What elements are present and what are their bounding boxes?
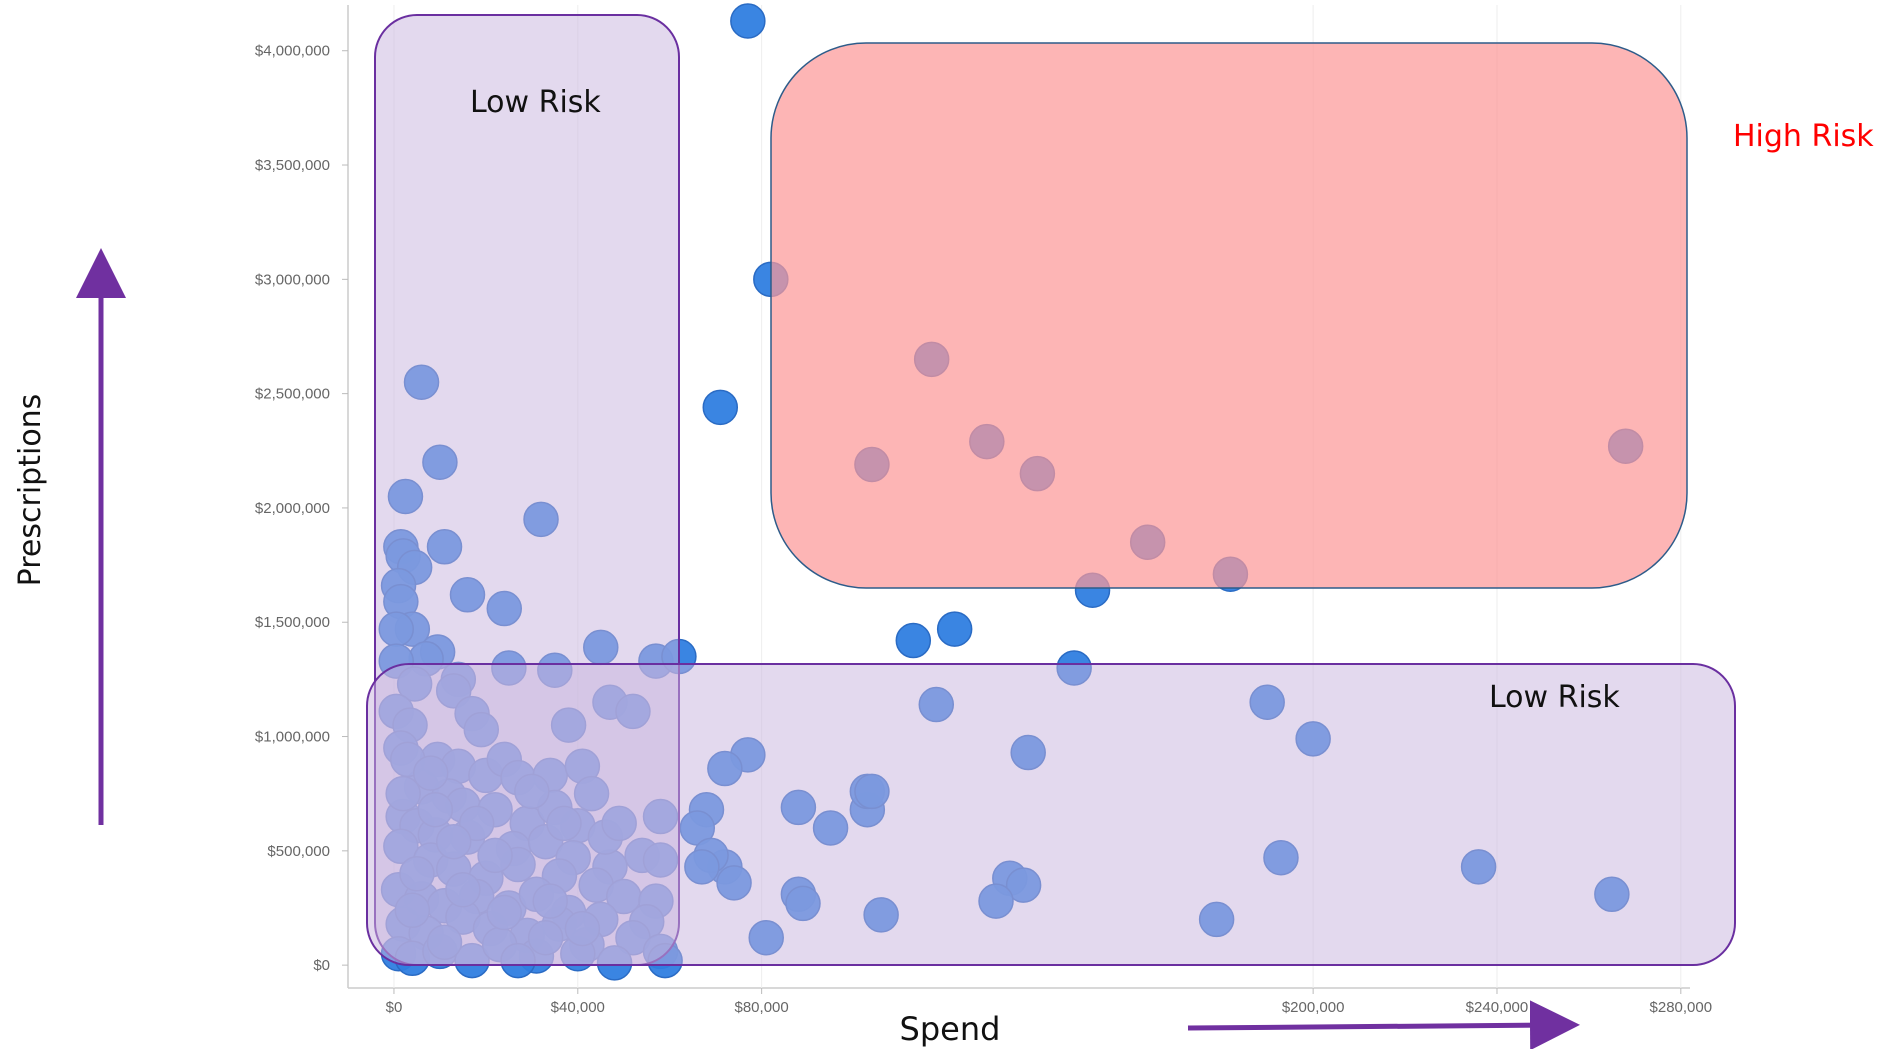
low-risk-label-top: Low Risk <box>470 85 601 120</box>
low-risk-region-horizontal <box>366 663 1736 966</box>
y-tick-label: $2,000,000 <box>255 500 330 517</box>
y-tick-labels: $0 $500,000 $1,000,000 $1,500,000 $2,000,000… <box>255 43 348 974</box>
y-tick-label: $500,000 <box>267 843 330 860</box>
y-tick-label: $2,500,000 <box>255 386 330 403</box>
low-risk-label-bottom: Low Risk <box>1489 680 1620 715</box>
x-tick-label: $40,000 <box>551 999 605 1016</box>
data-point <box>730 3 766 39</box>
y-tick-label: $3,000,000 <box>255 271 330 288</box>
x-tick-label: $200,000 <box>1282 999 1345 1016</box>
data-point <box>895 622 932 659</box>
y-axis-title: Prescriptions <box>13 394 48 587</box>
y-tick-label: $4,000,000 <box>255 43 330 60</box>
x-tick-labels: $0 $40,000 $80,000 $200,000 $240,000 $280,000 <box>386 988 1712 1016</box>
x-tick-label: $280,000 <box>1650 999 1713 1016</box>
data-point <box>702 389 739 426</box>
x-tick-label: $240,000 <box>1466 999 1529 1016</box>
y-tick-label: $3,500,000 <box>255 157 330 174</box>
x-direction-arrow <box>1187 1000 1580 1049</box>
high-risk-label: High Risk <box>1733 119 1874 154</box>
high-risk-region <box>770 42 1688 589</box>
y-tick-label: $0 <box>313 957 330 974</box>
y-tick-label: $1,500,000 <box>255 614 330 631</box>
data-point <box>936 611 973 647</box>
x-axis-title: Spend <box>900 1010 1001 1048</box>
x-tick-label: $80,000 <box>735 999 789 1016</box>
y-tick-label: $1,000,000 <box>255 729 330 746</box>
x-tick-label: $0 <box>386 999 403 1016</box>
